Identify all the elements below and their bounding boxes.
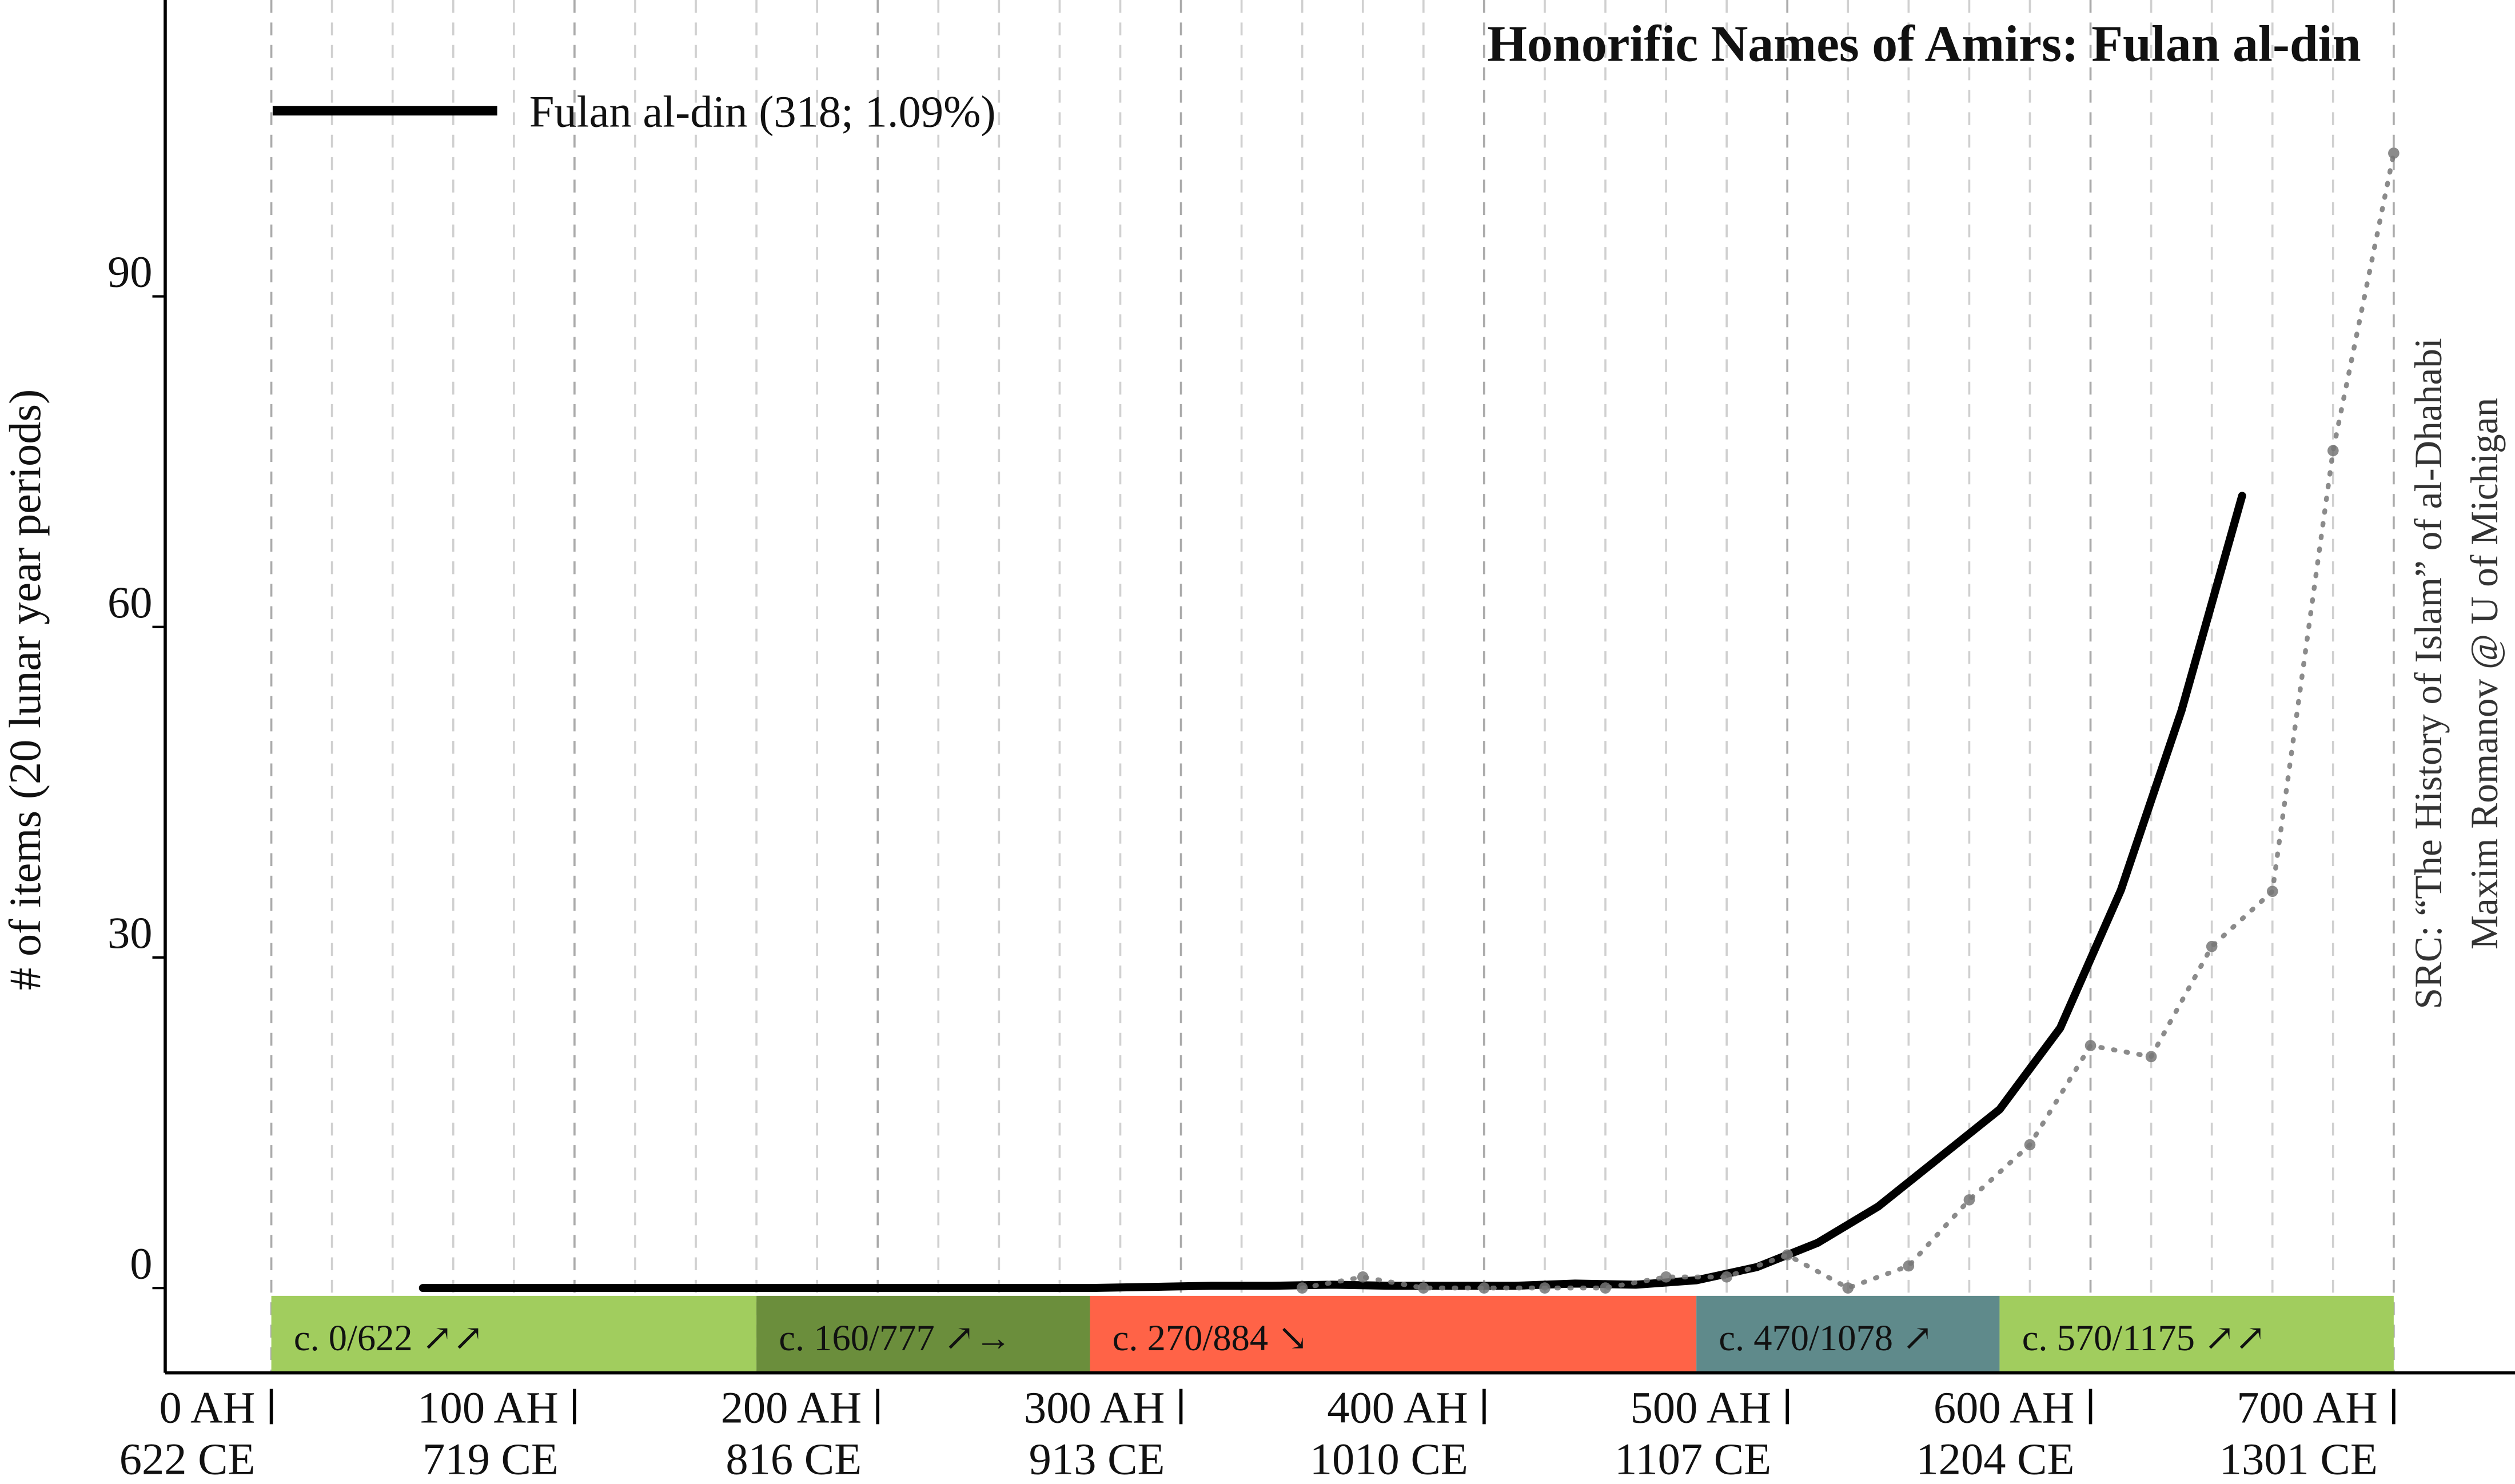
period-label: c. 0/622 ↗↗ — [294, 1318, 484, 1358]
data-point — [1903, 1260, 1915, 1272]
x-tick-label: 300 AH — [1024, 1383, 1165, 1433]
data-point — [1781, 1249, 1793, 1261]
data-point — [1357, 1271, 1369, 1283]
data-point — [1660, 1271, 1672, 1283]
period-band — [1696, 1295, 2000, 1373]
period-band — [1999, 1295, 2394, 1373]
y-tick-label: 0 — [130, 1238, 152, 1288]
data-point — [1478, 1282, 1490, 1294]
line — [418, 492, 2246, 1292]
x-tick-label: 1010 CE — [1310, 1434, 1468, 1483]
y-tick-label: 30 — [107, 908, 153, 958]
data-point — [1721, 1271, 1732, 1283]
data-point — [1600, 1282, 1611, 1294]
legend-label: Fulan al-din (318; 1.09%) — [529, 87, 996, 137]
x-tick-label: 400 AH — [1327, 1383, 1468, 1433]
data-point — [1539, 1282, 1551, 1294]
x-tick-label: 700 AH — [2237, 1383, 2378, 1433]
data-point — [2388, 147, 2400, 159]
period-band — [756, 1295, 1090, 1373]
plot-area: c. 0/622 ↗↗ c. 160/777 ↗→ c. 270/884 ↘ c. 4… — [107, 0, 2515, 1483]
chart-title: Honorific Names of Amirs: Fulan al-din — [1487, 16, 2361, 73]
x-tick-label: 0 AH — [159, 1383, 255, 1433]
period-band — [1090, 1295, 1697, 1373]
x-tick-label: 600 AH — [1934, 1383, 2075, 1433]
data-point — [2145, 1051, 2157, 1063]
period-label: c. 570/1175 ↗↗ — [2022, 1318, 2266, 1358]
data-point — [2206, 940, 2218, 952]
data-point — [2024, 1139, 2036, 1151]
x-tick-label: 622 CE — [119, 1434, 256, 1483]
x-tick-label: 1107 CE — [1615, 1434, 1771, 1483]
source-note: SRC: “The History of Islam” of al-Dhahab… — [2407, 338, 2450, 1009]
x-tick-label: 816 CE — [726, 1434, 862, 1483]
data-point — [1963, 1194, 1975, 1206]
x-tick-label: 719 CE — [423, 1434, 559, 1483]
y-tick-label: 90 — [107, 247, 153, 297]
x-tick-label: 1301 CE — [2219, 1434, 2378, 1483]
data-point — [2327, 445, 2339, 457]
data-point — [1296, 1282, 1308, 1294]
data-point — [2266, 885, 2278, 897]
y-axis-label: # of items (20 lunar year periods) — [0, 389, 50, 990]
period-label: c. 470/1078 ↗ — [1719, 1318, 1933, 1358]
x-tick-label: 200 AH — [721, 1383, 862, 1433]
x-tick-label: 100 AH — [417, 1383, 559, 1433]
data-point — [1842, 1282, 1854, 1294]
x-tick-label: 500 AH — [1631, 1383, 1772, 1433]
x-tick-label: 1204 CE — [1916, 1434, 2074, 1483]
x-tick-label: 913 CE — [1029, 1434, 1165, 1483]
period-band — [271, 1295, 757, 1373]
data-point — [2084, 1040, 2097, 1051]
source-note: Maxim Romanov @ U of Michigan — [2463, 398, 2506, 950]
period-label: c. 270/884 ↘ — [1113, 1318, 1309, 1358]
data-point — [1418, 1282, 1429, 1294]
period-label: c. 160/777 ↗→ — [779, 1318, 1011, 1358]
y-tick-label: 60 — [107, 577, 153, 627]
